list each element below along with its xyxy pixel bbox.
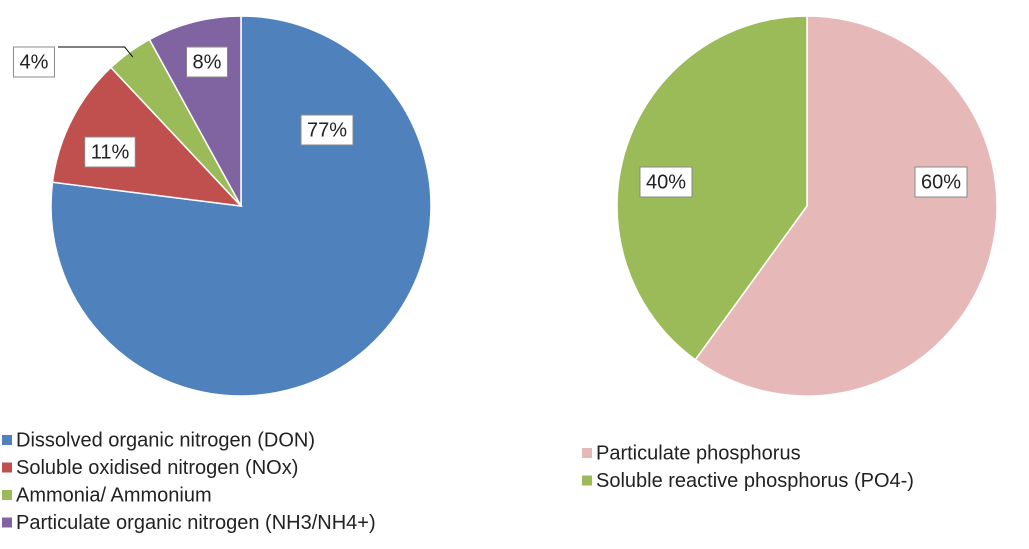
- data-label-group: 40%: [639, 166, 693, 198]
- legend-swatch: [582, 475, 592, 486]
- legend-swatch: [2, 462, 12, 473]
- data-label: 8%: [193, 51, 222, 73]
- data-label: 77%: [307, 119, 347, 141]
- data-label-box: [300, 114, 354, 146]
- legend-swatch: [2, 435, 12, 445]
- data-label-box: [13, 46, 55, 78]
- data-label-group: 8%: [186, 46, 228, 78]
- legend-label: Soluble reactive phosphorus (PO4-): [596, 470, 914, 492]
- data-label-box: [84, 136, 136, 168]
- data-label: 11%: [91, 141, 130, 163]
- data-label-group: 4%: [13, 46, 55, 78]
- legend-label: Particulate organic nitrogen (NH3/NH4+): [16, 512, 376, 534]
- data-label: 60%: [921, 171, 961, 193]
- legend-label: Dissolved organic nitrogen (DON): [16, 429, 315, 451]
- data-label-group: 11%: [84, 136, 136, 168]
- pie-slice: [51, 66, 243, 208]
- data-label-box: [914, 166, 968, 198]
- pie-slice: [616, 15, 808, 361]
- data-label-group: 77%: [300, 114, 354, 146]
- legend-swatch: [582, 448, 592, 458]
- data-label-group: 60%: [914, 166, 968, 198]
- legend-swatch: [2, 517, 12, 528]
- data-label-box: [186, 46, 228, 78]
- legend-label: Ammonia/ Ammonium: [16, 484, 212, 506]
- leader-line: [58, 46, 134, 58]
- data-label: 4%: [20, 51, 49, 73]
- data-label: 40%: [646, 171, 686, 193]
- legend-swatch: [2, 490, 12, 500]
- pie-slice: [50, 15, 432, 397]
- pie-slice: [694, 15, 998, 397]
- data-label-box: [639, 166, 693, 198]
- legend-label: Soluble oxidised nitrogen (NOx): [16, 457, 298, 479]
- legend-label: Particulate phosphorus: [596, 442, 801, 464]
